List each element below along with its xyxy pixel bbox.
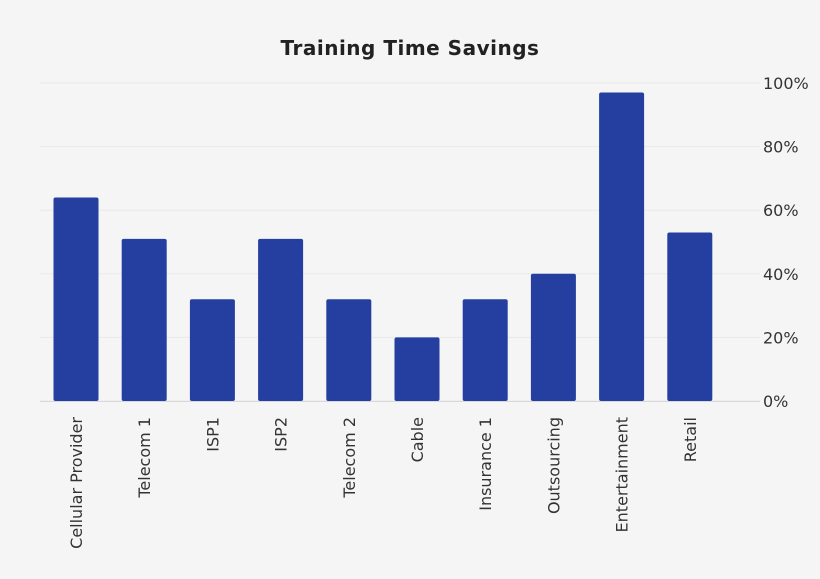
- x-tick-label: Entertainment: [613, 417, 632, 532]
- chart-title: Training Time Savings: [280, 36, 540, 60]
- x-tick-label: Cable: [408, 417, 427, 462]
- bar: [53, 197, 99, 401]
- x-tick-label: Telecom 2: [340, 417, 359, 499]
- x-tick-label: Outsourcing: [544, 417, 563, 514]
- x-tick-label: Telecom 1: [135, 417, 154, 499]
- x-tick-label: Cellular Provider: [67, 417, 86, 549]
- y-tick-label: 40%: [763, 265, 799, 284]
- x-tick-label: ISP2: [272, 417, 291, 452]
- bar: [326, 299, 372, 401]
- y-tick-label: 80%: [763, 138, 799, 157]
- bar: [189, 299, 235, 401]
- y-tick-label: 20%: [763, 328, 799, 347]
- bar: [462, 299, 508, 401]
- bar: [530, 273, 576, 401]
- y-tick-label: 0%: [763, 392, 788, 411]
- y-tick-label: 100%: [763, 74, 809, 93]
- bar: [667, 232, 713, 401]
- x-tick-label: Insurance 1: [476, 417, 495, 511]
- bar: [121, 238, 167, 401]
- bar: [394, 337, 440, 401]
- bar: [599, 92, 645, 401]
- bar: [258, 238, 304, 401]
- x-tick-label: Retail: [681, 417, 700, 462]
- x-tick-label: ISP1: [203, 417, 222, 452]
- y-tick-label: 60%: [763, 201, 799, 220]
